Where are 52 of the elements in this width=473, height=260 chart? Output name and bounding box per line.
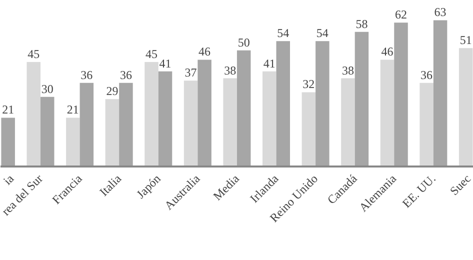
bar: [184, 80, 198, 166]
bar: [144, 62, 158, 166]
data-label: 38: [342, 63, 354, 78]
bar: [80, 82, 94, 166]
bar: [394, 22, 408, 166]
bar: [105, 99, 120, 166]
bar: [433, 20, 448, 166]
bar: [354, 32, 369, 166]
bar: [302, 92, 316, 166]
bar: [236, 50, 251, 166]
x-tick-label: EE. UU.: [399, 172, 438, 210]
data-label: 50: [238, 35, 250, 50]
data-label: 46: [198, 44, 211, 59]
data-label: 54: [277, 26, 290, 40]
x-tick-label: Suec: [447, 172, 473, 198]
bar: [119, 82, 133, 166]
x-tick-label: ia: [0, 171, 17, 188]
data-label: 54: [316, 26, 328, 40]
data-label: 36: [420, 68, 433, 82]
bar: [40, 96, 54, 166]
data-label: 37: [184, 66, 197, 80]
data-label: 36: [120, 68, 132, 82]
data-label: 30: [41, 82, 54, 96]
bar: [223, 78, 237, 166]
data-label: 45: [146, 47, 158, 62]
data-label: 62: [395, 8, 408, 22]
data-label: 58: [356, 16, 368, 31]
bar: [380, 60, 394, 166]
data-label: 51: [460, 33, 472, 48]
data-label: 21: [2, 102, 14, 117]
data-label: 46: [381, 44, 394, 59]
data-label: 36: [80, 68, 93, 82]
bar: [276, 41, 290, 166]
bar: [66, 118, 80, 166]
data-label: 29: [106, 84, 118, 98]
bar: [198, 60, 212, 166]
bar: [158, 71, 172, 166]
bar: [26, 62, 40, 166]
data-label: 41: [159, 56, 172, 70]
data-label: 32: [302, 77, 315, 92]
data-label: 63: [434, 5, 446, 20]
data-label: 41: [263, 56, 276, 70]
bar: [316, 41, 330, 166]
data-label: 21: [66, 102, 79, 117]
bar: [458, 48, 473, 166]
bar: [420, 82, 434, 166]
x-tick-label: Italia: [96, 171, 125, 199]
bar: [341, 78, 355, 166]
data-label: 38: [224, 63, 236, 78]
data-label: 45: [28, 47, 40, 62]
bar: [262, 71, 276, 166]
bar: [1, 118, 15, 166]
